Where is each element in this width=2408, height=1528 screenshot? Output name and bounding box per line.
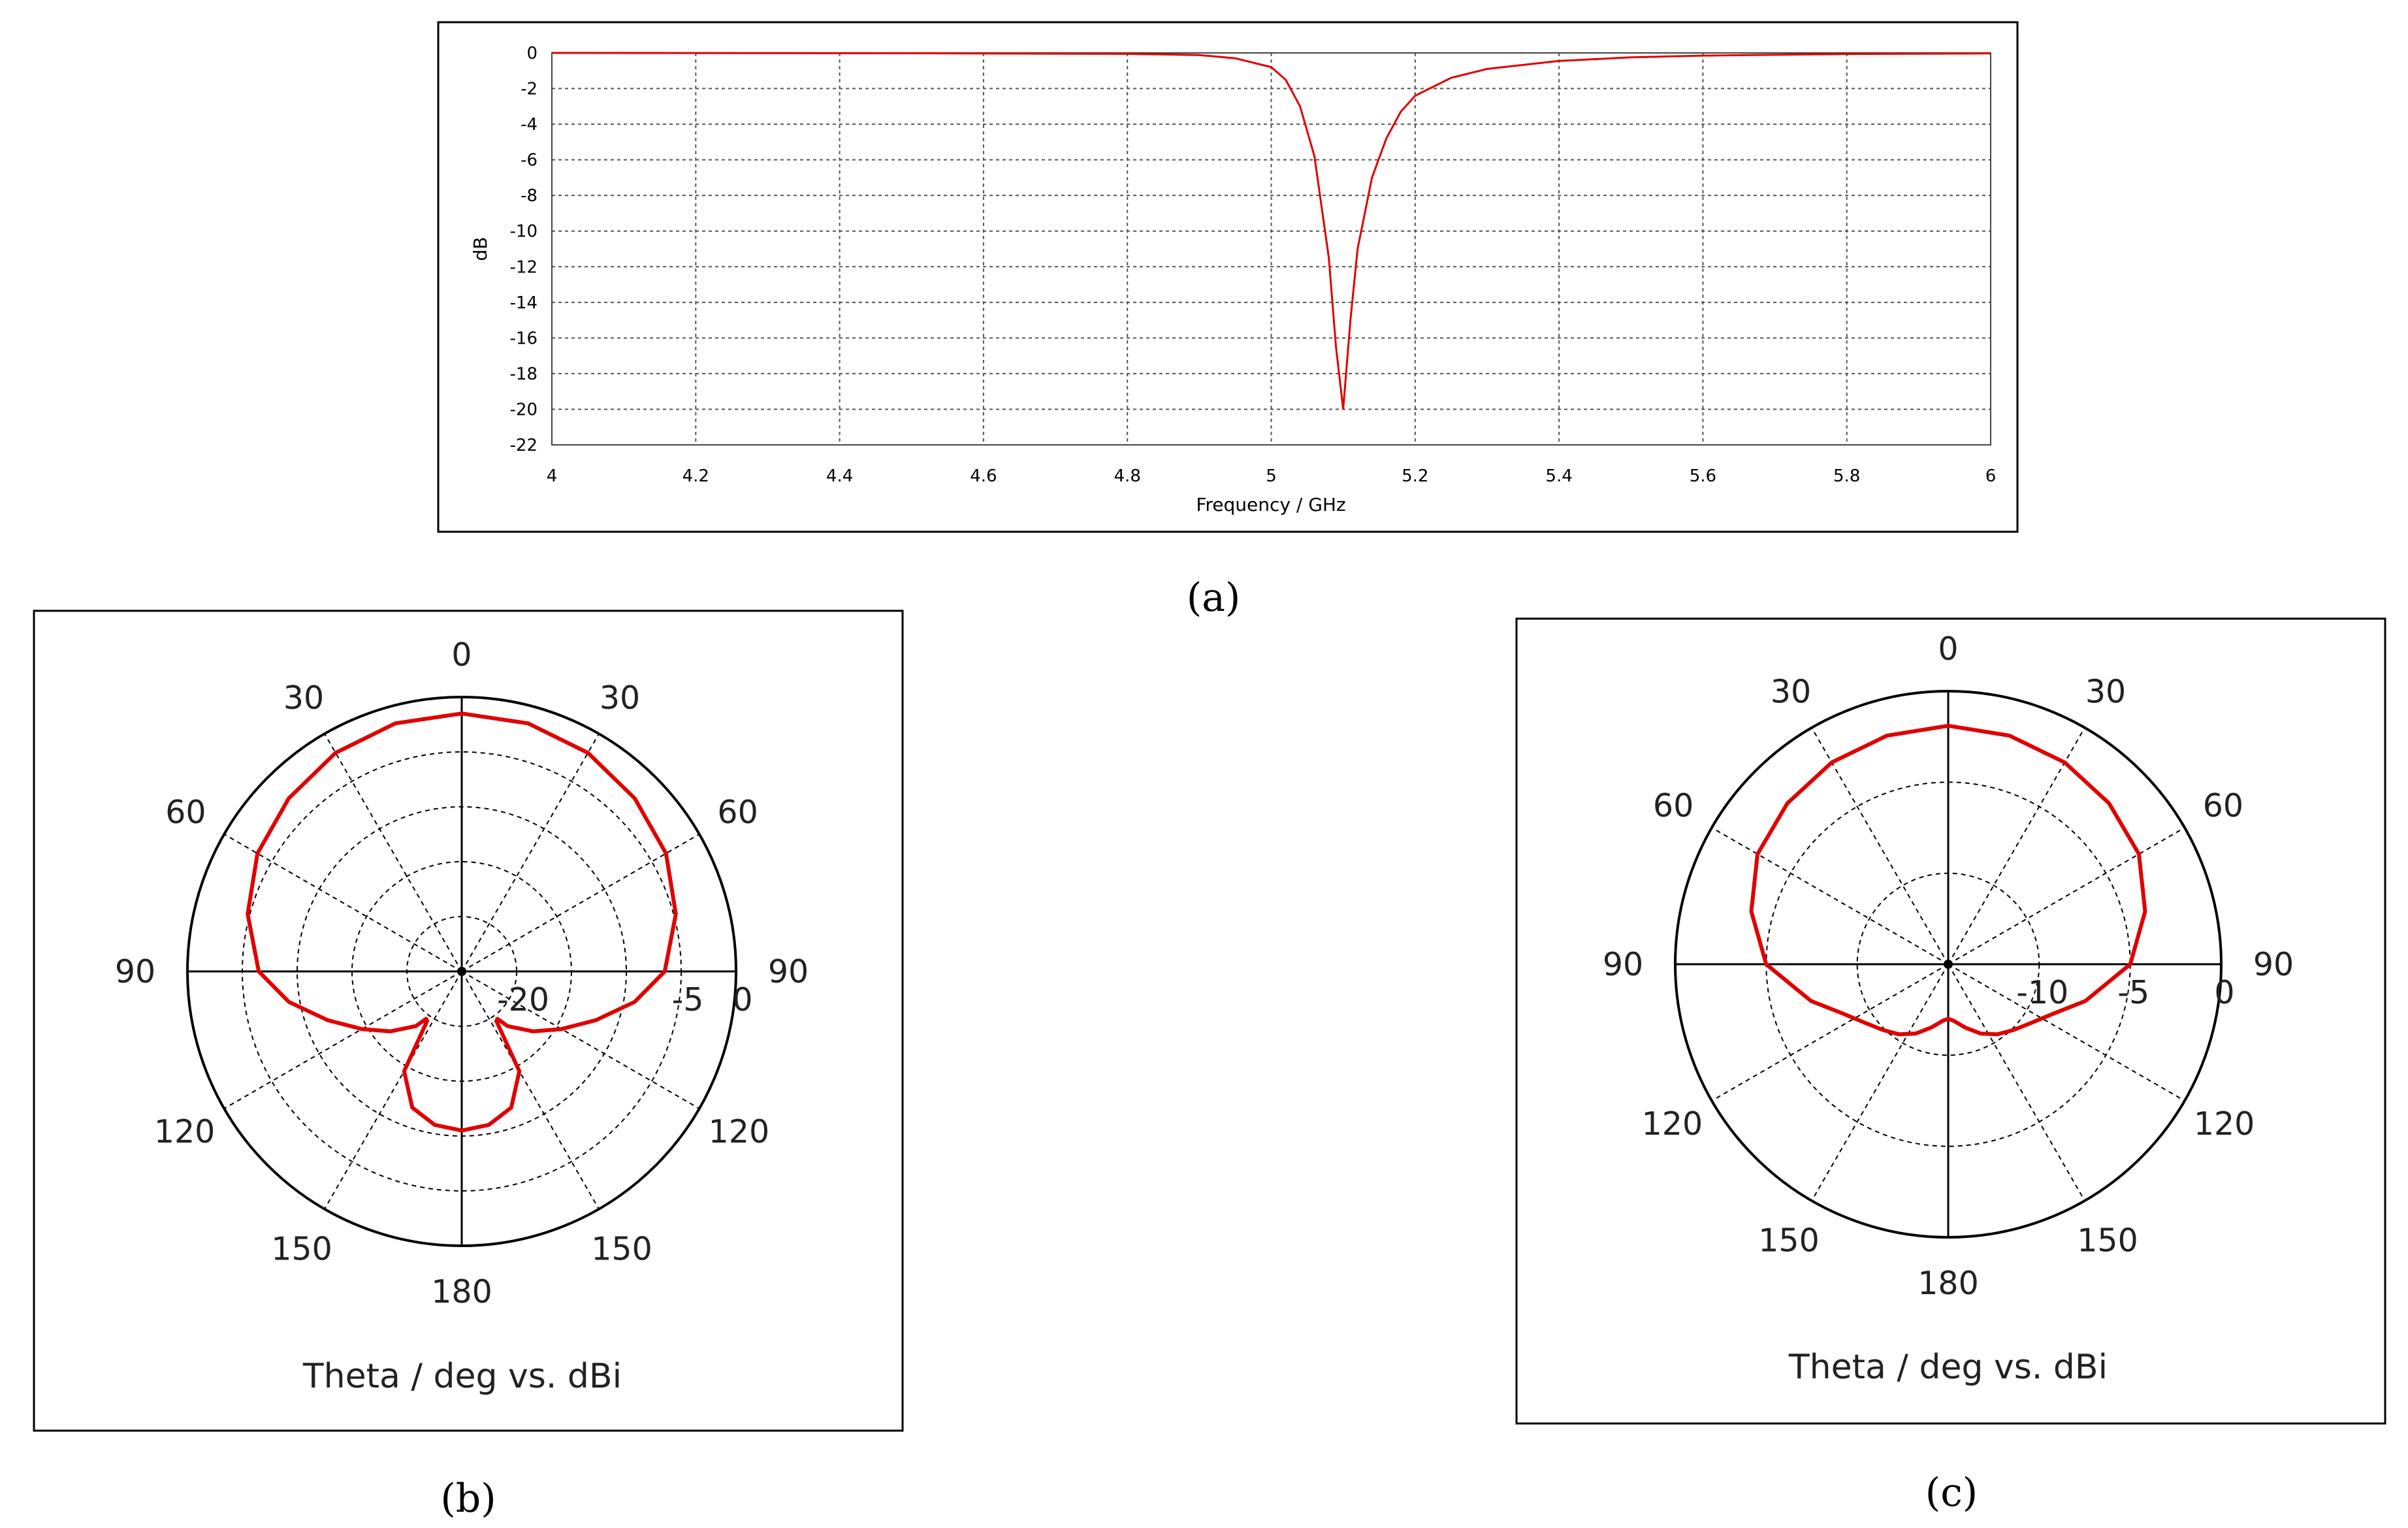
polar-spoke	[461, 971, 700, 1109]
chart-a-ytick-label: -14	[510, 293, 538, 313]
polar-outer-ring	[1674, 690, 2223, 1239]
chart-a-plot-area	[551, 52, 1991, 446]
polar-ring	[1856, 872, 2040, 1056]
chart-a-xtick-label: 4.2	[682, 466, 709, 486]
chart-a-ylabel: dB	[470, 237, 491, 261]
polar-angle-label: 60	[717, 794, 758, 831]
polar-angle-label: 120	[1642, 1105, 1703, 1143]
chart-a: 4 4.2 4.4 4.6 4.8 5 5.2 5.4 5.6 5.8 6 0 -2 -4 -6 -8 -10…	[437, 21, 2019, 533]
chart-a-ytick-label: -8	[521, 186, 538, 206]
polar-spoke	[223, 971, 462, 1109]
polar-radial-label: 0	[732, 981, 752, 1018]
polar-spoke	[324, 971, 462, 1210]
polar-angle-label: 120	[154, 1113, 216, 1150]
polar-spoke	[1948, 827, 2185, 965]
polar-angle-label: 150	[1758, 1222, 1820, 1260]
chart-a-ytick-label: -4	[521, 115, 538, 135]
polar-angle-label: 90	[2253, 946, 2294, 983]
polar-ring	[242, 751, 682, 1192]
chart-a-xtick-label: 5.8	[1833, 466, 1860, 486]
polar-pattern-curve	[1749, 723, 2147, 1037]
chart-b-caption: Theta / deg vs. dBi	[302, 1357, 622, 1396]
polar-angle-label: 60	[165, 794, 206, 831]
polar-angle-label: 150	[591, 1230, 652, 1267]
polar-angle-label: 120	[709, 1113, 770, 1150]
polar-spoke	[461, 971, 600, 1210]
polar-ring	[351, 861, 572, 1082]
polar-angle-label: 30	[1771, 674, 1811, 711]
polar-center-dot	[457, 967, 466, 976]
polar-angle-label: 150	[271, 1230, 332, 1267]
chart-a-ytick-label: -6	[521, 151, 538, 171]
polar-radial-label: -20	[497, 981, 549, 1018]
chart-a-xtick-label: 4.6	[970, 466, 997, 486]
polar-spoke	[461, 733, 600, 972]
polar-spoke	[223, 834, 462, 972]
chart-a-ytick-label: -16	[510, 329, 538, 348]
chart-c-caption: Theta / deg vs. dBi	[1788, 1348, 2108, 1387]
polar-pattern-curve	[246, 711, 678, 1133]
polar-angle-label: 0	[1938, 630, 1958, 668]
polar-spoke	[1711, 964, 1949, 1101]
chart-a-ytick-label: -20	[510, 400, 538, 419]
chart-a-ytick-label: -18	[510, 365, 538, 384]
polar-radial-label: -5	[2117, 974, 2149, 1011]
chart-b-frame	[33, 610, 904, 1432]
polar-angle-label: 60	[1653, 787, 1694, 824]
polar-spoke	[1948, 727, 2085, 965]
panel-label-b: (b)	[440, 1476, 496, 1521]
polar-angle-label: 180	[1918, 1265, 1979, 1302]
polar-angle-label: 0	[451, 636, 472, 674]
chart-c: 0 30 60 90 120 150 180 150 120 90 60 30 -10 -5 0	[1603, 630, 2294, 1302]
polar-angle-label: 90	[768, 953, 809, 990]
polar-radial-label: 0	[2214, 974, 2234, 1011]
polar-angle-label: 90	[115, 953, 155, 990]
chart-a-ytick-label: 0	[526, 44, 538, 63]
polar-angle-label: 120	[2194, 1105, 2255, 1143]
polar-angle-label: 180	[431, 1273, 492, 1310]
polar-angle-label: 30	[283, 679, 324, 717]
chart-a-xlabel: Frequency / GHz	[1196, 494, 1345, 515]
panel-label-a: (a)	[1187, 575, 1241, 621]
chart-a-ytick-label: -10	[510, 222, 538, 242]
polar-angle-label: 150	[2077, 1222, 2138, 1260]
polar-spoke	[461, 834, 700, 972]
polar-angle-label: 30	[2085, 674, 2126, 711]
polar-radial-label: -10	[2016, 974, 2068, 1011]
chart-a-ytick-label: -12	[510, 257, 538, 277]
chart-a-xtick-label: 5.6	[1690, 466, 1716, 486]
chart-a-ytick-label: -22	[510, 436, 538, 455]
polar-center-dot	[1944, 960, 1953, 969]
chart-a-ytick-label: -2	[521, 80, 538, 99]
polar-outer-ring	[186, 696, 737, 1247]
panel-label-c: (c)	[1925, 1470, 1978, 1516]
chart-a-xtick-label: 4.4	[826, 466, 853, 486]
polar-spoke	[324, 733, 462, 972]
polar-angle-label: 30	[600, 679, 640, 717]
chart-a-frame	[437, 21, 2019, 533]
chart-a-xtick-label: 5.2	[1402, 466, 1428, 486]
polar-spoke	[1811, 727, 1949, 965]
polar-spoke	[1811, 964, 1949, 1201]
chart-a-xtick-label: 6	[1985, 466, 1997, 486]
polar-radial-label: -5	[672, 981, 704, 1018]
polar-ring	[406, 916, 517, 1027]
polar-spoke	[1948, 964, 2185, 1101]
polar-ring	[297, 806, 627, 1137]
polar-angle-label: 90	[1603, 946, 1643, 983]
chart-a-xtick-label: 5	[1266, 466, 1277, 486]
chart-a-xtick-label: 4	[547, 466, 558, 486]
chart-b: 0 30 60 90 120 150 180 150 120 90 60 30 -20 -5 0	[115, 636, 809, 1310]
chart-a-series-line	[551, 52, 1991, 410]
chart-a-xtick-label: 5.4	[1545, 466, 1572, 486]
polar-angle-label: 60	[2203, 787, 2243, 824]
polar-spoke	[1948, 964, 2085, 1201]
chart-a-xtick-label: 4.8	[1114, 466, 1141, 486]
polar-spoke	[1711, 827, 1949, 965]
